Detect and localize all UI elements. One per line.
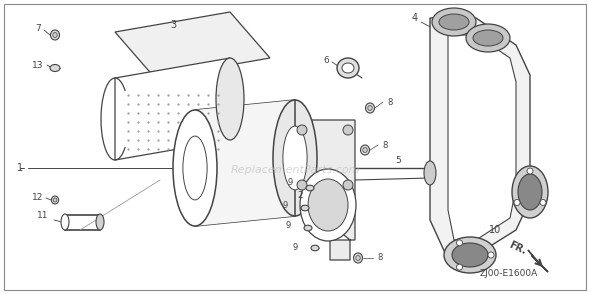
Ellipse shape bbox=[514, 200, 520, 206]
Ellipse shape bbox=[353, 253, 362, 263]
Ellipse shape bbox=[337, 58, 359, 78]
Text: 9: 9 bbox=[283, 201, 288, 210]
Text: ReplacementParts.com: ReplacementParts.com bbox=[230, 165, 360, 175]
Text: 13: 13 bbox=[32, 61, 44, 69]
Text: 9: 9 bbox=[286, 220, 291, 230]
Ellipse shape bbox=[297, 180, 307, 190]
Ellipse shape bbox=[452, 243, 488, 267]
Text: 7: 7 bbox=[35, 24, 41, 33]
Ellipse shape bbox=[540, 200, 546, 206]
Ellipse shape bbox=[432, 8, 476, 36]
Ellipse shape bbox=[53, 33, 57, 38]
Ellipse shape bbox=[311, 245, 319, 251]
Text: 8: 8 bbox=[387, 98, 393, 106]
Ellipse shape bbox=[457, 240, 463, 246]
Ellipse shape bbox=[216, 58, 244, 140]
Ellipse shape bbox=[518, 174, 542, 210]
Ellipse shape bbox=[439, 14, 469, 30]
Polygon shape bbox=[115, 12, 270, 78]
Polygon shape bbox=[430, 18, 530, 255]
Ellipse shape bbox=[306, 185, 314, 191]
Text: ZJ00-E1600A: ZJ00-E1600A bbox=[480, 270, 538, 278]
Ellipse shape bbox=[283, 126, 307, 190]
Text: 12: 12 bbox=[32, 193, 44, 201]
Ellipse shape bbox=[304, 225, 312, 231]
Text: 6: 6 bbox=[323, 56, 329, 64]
Ellipse shape bbox=[424, 161, 436, 185]
Text: 11: 11 bbox=[37, 211, 49, 220]
Text: 9: 9 bbox=[293, 243, 297, 253]
Ellipse shape bbox=[444, 237, 496, 273]
Text: 3: 3 bbox=[170, 20, 176, 30]
Polygon shape bbox=[115, 58, 230, 160]
Ellipse shape bbox=[50, 64, 60, 71]
Ellipse shape bbox=[343, 180, 353, 190]
Text: FR.: FR. bbox=[508, 240, 528, 256]
Ellipse shape bbox=[308, 179, 348, 231]
Ellipse shape bbox=[457, 264, 463, 270]
Ellipse shape bbox=[51, 196, 58, 204]
Ellipse shape bbox=[343, 125, 353, 135]
Ellipse shape bbox=[363, 148, 367, 153]
Ellipse shape bbox=[53, 198, 57, 202]
Text: 10: 10 bbox=[489, 225, 501, 235]
Ellipse shape bbox=[365, 103, 375, 113]
Polygon shape bbox=[448, 35, 516, 240]
Ellipse shape bbox=[488, 252, 494, 258]
Text: 9: 9 bbox=[287, 178, 293, 186]
Ellipse shape bbox=[51, 30, 60, 40]
Text: 2: 2 bbox=[297, 191, 303, 200]
Ellipse shape bbox=[512, 166, 548, 218]
Ellipse shape bbox=[183, 136, 207, 200]
Ellipse shape bbox=[173, 110, 217, 226]
Text: 1: 1 bbox=[17, 163, 23, 173]
Polygon shape bbox=[295, 120, 355, 260]
Ellipse shape bbox=[273, 100, 317, 216]
Ellipse shape bbox=[300, 169, 356, 241]
Ellipse shape bbox=[360, 145, 369, 155]
Ellipse shape bbox=[368, 106, 372, 111]
Text: 8: 8 bbox=[382, 141, 388, 150]
Ellipse shape bbox=[301, 205, 309, 211]
Text: 5: 5 bbox=[395, 156, 401, 165]
Polygon shape bbox=[528, 250, 548, 272]
Ellipse shape bbox=[356, 255, 360, 260]
Ellipse shape bbox=[527, 168, 533, 174]
Text: 4: 4 bbox=[412, 13, 418, 23]
Ellipse shape bbox=[342, 63, 354, 73]
Ellipse shape bbox=[466, 24, 510, 52]
Ellipse shape bbox=[61, 214, 69, 230]
Text: 8: 8 bbox=[378, 253, 383, 263]
Ellipse shape bbox=[473, 30, 503, 46]
Ellipse shape bbox=[96, 214, 104, 230]
Polygon shape bbox=[195, 100, 295, 226]
Ellipse shape bbox=[297, 125, 307, 135]
